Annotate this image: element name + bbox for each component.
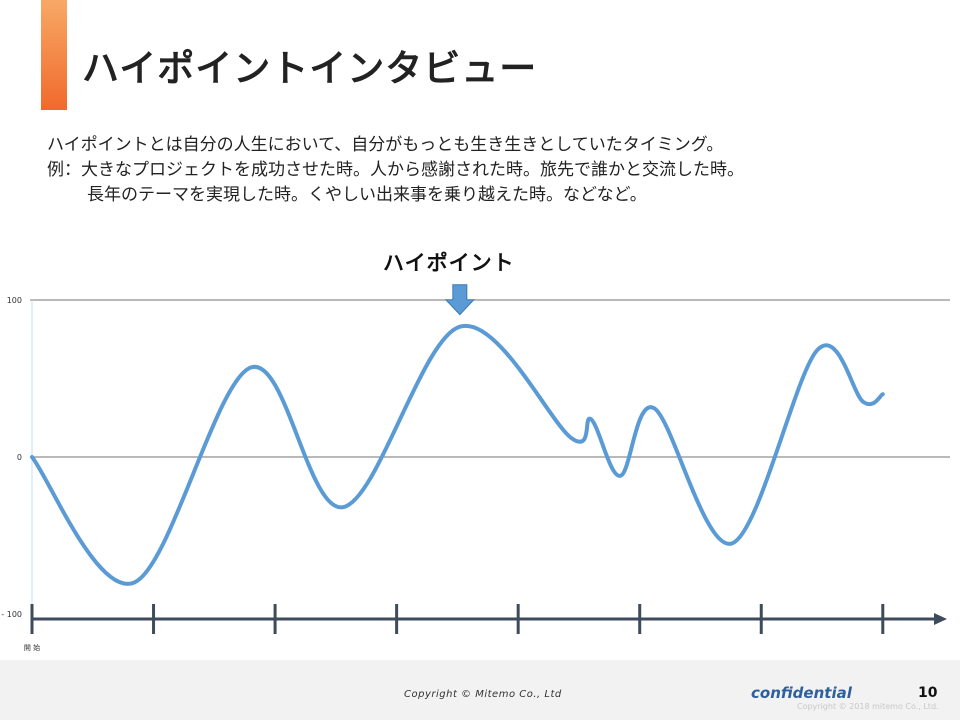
page-title: ハイポイントインタビュー	[82, 47, 538, 90]
y-tick-label: 0	[17, 453, 22, 462]
intro-text: ハイポイントとは自分の人生において、自分がもっとも生き生きとしていたタイミング。…	[47, 133, 744, 208]
y-tick-label: 100	[7, 296, 22, 305]
footer-band	[0, 660, 960, 720]
copyright-text: Copyright © Mitemo Co., Ltd	[404, 689, 562, 700]
intro-line-1: ハイポイントとは自分の人生において、自分がもっとも生き生きとしていたタイミング。	[47, 135, 724, 155]
life-curve-line	[30, 323, 885, 586]
page-number: 10	[918, 685, 938, 701]
highpoint-label: ハイポイント	[383, 251, 515, 275]
confidential-label: confidential	[751, 684, 852, 702]
title-accent-bar	[41, 0, 67, 110]
intro-line-3: 長年のテーマを実現した時。くやしい出来事を乗り越えた時。などなど。	[87, 185, 647, 205]
timeline-arrow-icon	[934, 613, 947, 625]
start-label: 開 始	[24, 643, 40, 652]
y-tick-label: - 100	[1, 610, 22, 619]
copyright-small-text: Copyright © 2018 mitemo Co., Ltd.	[797, 702, 939, 711]
highpoint-arrow-icon	[444, 284, 475, 316]
intro-line-2: 例：大きなプロジェクトを成功させた時。人から感謝された時。旅先で誰かと交流した時…	[47, 160, 744, 180]
